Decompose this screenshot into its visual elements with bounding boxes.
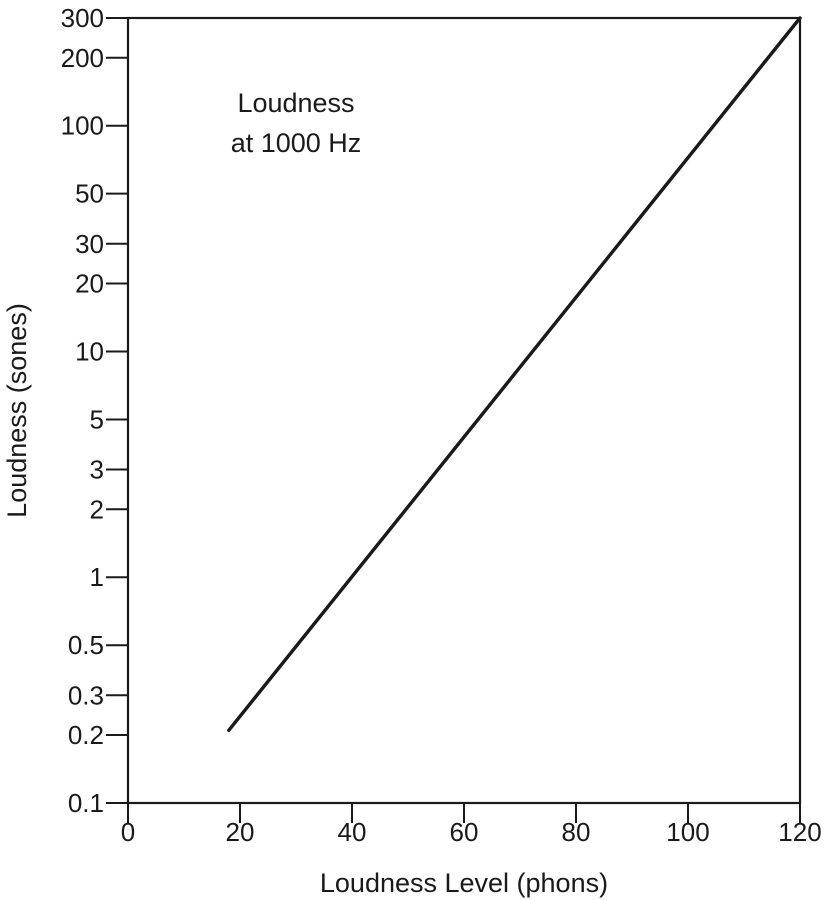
y-tick-label: 30 bbox=[75, 229, 104, 259]
y-axis-ticks: 0.1 0.2 0.3 0.5 1 2 3 5 10 20 30 50 100 200 300 bbox=[61, 3, 128, 818]
y-tick-label: 3 bbox=[90, 455, 104, 485]
plot-frame bbox=[126, 16, 802, 805]
x-axis-label: Loudness Level (phons) bbox=[320, 868, 608, 898]
y-axis-label: Loudness (sones) bbox=[2, 303, 32, 518]
y-tick-label: 1 bbox=[90, 562, 104, 592]
x-tick-label: 60 bbox=[450, 817, 479, 847]
y-tick-label: 5 bbox=[90, 404, 104, 434]
annotation-line-1: Loudness bbox=[237, 88, 354, 118]
y-tick-label: 100 bbox=[61, 111, 104, 141]
x-tick-label: 20 bbox=[226, 817, 255, 847]
x-tick-label: 80 bbox=[562, 817, 591, 847]
x-tick-label: 120 bbox=[778, 817, 821, 847]
y-tick-label: 0.1 bbox=[68, 788, 104, 818]
annotation-line-2: at 1000 Hz bbox=[231, 128, 362, 158]
y-tick-label: 200 bbox=[61, 43, 104, 73]
y-tick-label: 0.3 bbox=[68, 680, 104, 710]
y-tick-label: 10 bbox=[75, 336, 104, 366]
y-tick-label: 50 bbox=[75, 179, 104, 209]
y-tick-label: 2 bbox=[90, 494, 104, 524]
x-tick-label: 0 bbox=[121, 817, 135, 847]
x-tick-label: 40 bbox=[338, 817, 367, 847]
y-tick-label: 20 bbox=[75, 269, 104, 299]
x-tick-label: 100 bbox=[666, 817, 709, 847]
y-tick-label: 0.2 bbox=[68, 720, 104, 750]
x-axis-ticks: 0 20 40 60 80 100 120 bbox=[121, 803, 822, 847]
y-tick-label: 0.5 bbox=[68, 630, 104, 660]
y-tick-label: 300 bbox=[61, 3, 104, 33]
series-layer bbox=[227, 16, 802, 732]
series-line-0 bbox=[227, 16, 802, 732]
